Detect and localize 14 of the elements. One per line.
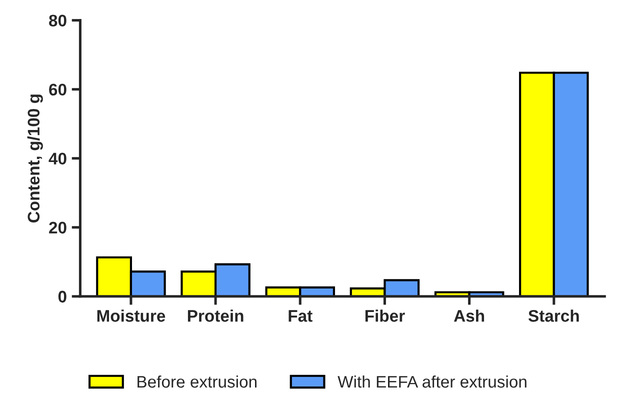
y-tick-label: 60 xyxy=(49,84,66,96)
x-tick-label: Moisture xyxy=(97,310,166,322)
x-tick-label: Starch xyxy=(528,310,579,322)
legend-label: Before extrusion xyxy=(138,375,256,388)
x-tick-label: Fiber xyxy=(365,310,405,322)
x-tick-label: Fat xyxy=(288,310,312,322)
y-tick-label: 20 xyxy=(49,222,66,234)
x-tick-label: Protein xyxy=(188,310,244,322)
y-tick-label: 80 xyxy=(49,14,66,27)
y-tick-label: 0 xyxy=(58,290,66,303)
y-axis-title: Content, g/100 g xyxy=(27,94,43,222)
legend-label: With EEFA after extrusion xyxy=(338,375,526,388)
y-tick-label: 40 xyxy=(48,152,66,165)
x-tick-label: Ash xyxy=(454,310,484,322)
